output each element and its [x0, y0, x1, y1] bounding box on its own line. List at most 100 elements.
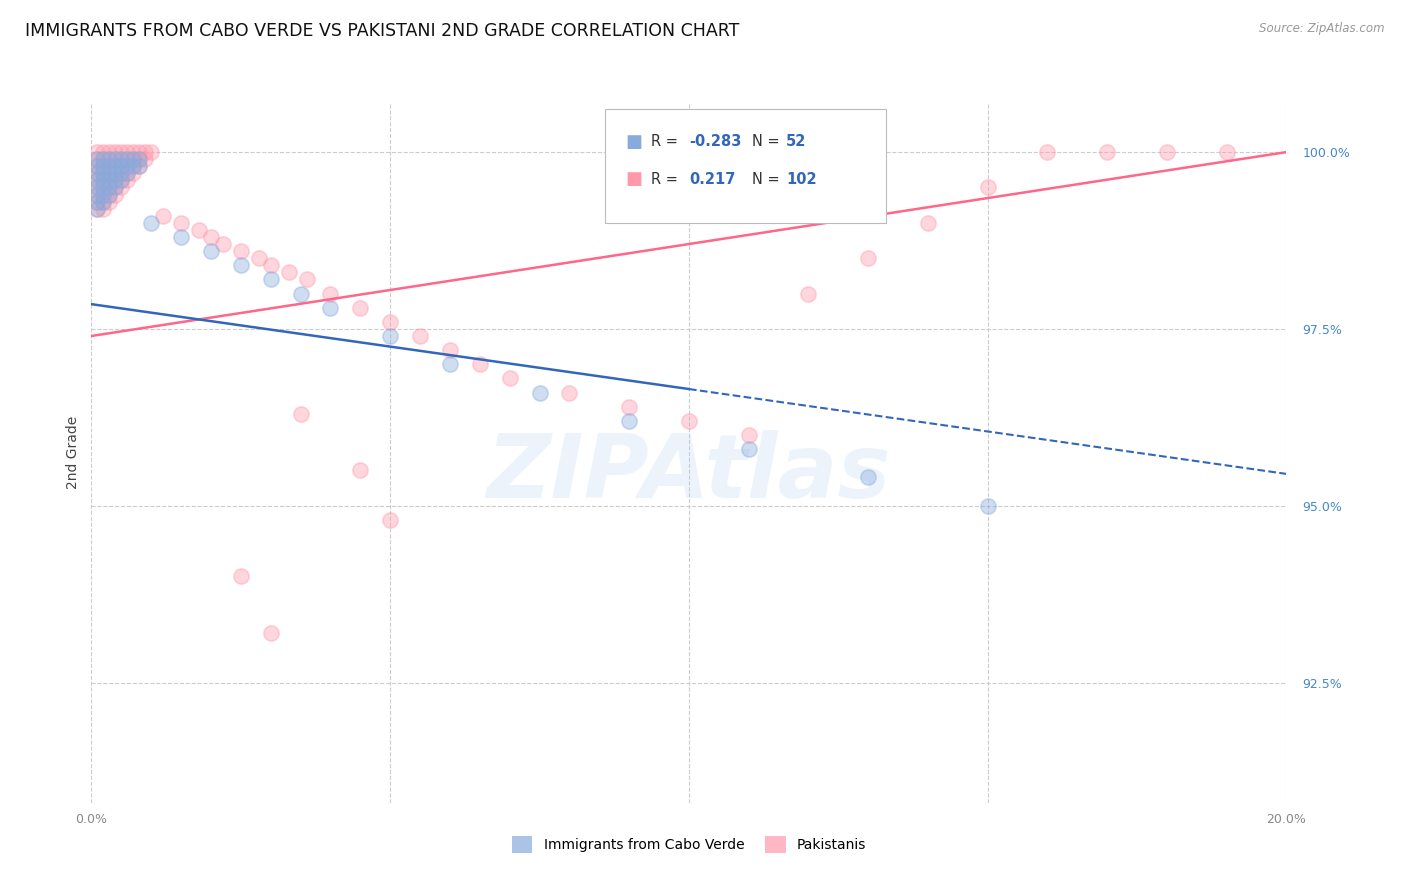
- Point: [104, 152, 127, 166]
- Point: [128, 152, 150, 166]
- Text: 52: 52: [786, 135, 806, 149]
- Point: [295, 272, 318, 286]
- Point: [110, 180, 132, 194]
- Text: N =: N =: [752, 172, 785, 186]
- Point: [141, 216, 163, 230]
- Point: [104, 159, 127, 173]
- Point: [619, 400, 641, 414]
- Point: [319, 286, 342, 301]
- Point: [98, 173, 121, 187]
- Point: [86, 202, 108, 216]
- Point: [1216, 145, 1239, 160]
- Legend: Immigrants from Cabo Verde, Pakistanis: Immigrants from Cabo Verde, Pakistanis: [506, 830, 872, 859]
- Point: [409, 329, 432, 343]
- Point: [380, 329, 402, 343]
- Point: [86, 159, 108, 173]
- Point: [1156, 145, 1178, 160]
- Point: [122, 166, 145, 180]
- Point: [115, 166, 138, 180]
- Point: [529, 385, 551, 400]
- Point: [86, 173, 108, 187]
- Point: [86, 159, 108, 173]
- Point: [115, 159, 138, 173]
- Point: [152, 209, 174, 223]
- Point: [115, 152, 138, 166]
- Point: [247, 251, 270, 265]
- Point: [737, 442, 759, 457]
- Text: 0.217: 0.217: [689, 172, 735, 186]
- Point: [110, 159, 132, 173]
- Point: [211, 237, 233, 252]
- Point: [619, 414, 641, 428]
- Text: R =: R =: [651, 135, 682, 149]
- Point: [93, 180, 115, 194]
- Point: [1097, 145, 1119, 160]
- Point: [93, 173, 115, 187]
- Point: [98, 152, 121, 166]
- Point: [86, 180, 108, 194]
- Point: [86, 173, 108, 187]
- Point: [1036, 145, 1059, 160]
- Point: [141, 145, 163, 160]
- Point: [98, 180, 121, 194]
- Point: [93, 145, 115, 160]
- Text: IMMIGRANTS FROM CABO VERDE VS PAKISTANI 2ND GRADE CORRELATION CHART: IMMIGRANTS FROM CABO VERDE VS PAKISTANI …: [25, 22, 740, 40]
- Point: [98, 187, 121, 202]
- Point: [678, 414, 700, 428]
- Point: [98, 194, 121, 209]
- Point: [349, 463, 371, 477]
- Point: [122, 159, 145, 173]
- Point: [128, 145, 150, 160]
- Point: [122, 159, 145, 173]
- Point: [128, 159, 150, 173]
- Point: [229, 244, 252, 259]
- Point: [110, 152, 132, 166]
- Point: [128, 159, 150, 173]
- Point: [93, 159, 115, 173]
- Point: [86, 180, 108, 194]
- Point: [229, 258, 252, 272]
- Point: [93, 152, 115, 166]
- Text: ■: ■: [626, 133, 643, 151]
- Text: ZIPAtlas: ZIPAtlas: [486, 430, 891, 517]
- Point: [104, 145, 127, 160]
- Point: [259, 258, 281, 272]
- Point: [128, 152, 150, 166]
- Point: [858, 470, 880, 484]
- Point: [110, 173, 132, 187]
- Point: [122, 152, 145, 166]
- Point: [110, 166, 132, 180]
- Point: [98, 159, 121, 173]
- Point: [558, 385, 581, 400]
- Point: [93, 166, 115, 180]
- Point: [115, 166, 138, 180]
- Point: [104, 173, 127, 187]
- Point: [104, 180, 127, 194]
- Point: [104, 180, 127, 194]
- Point: [229, 569, 252, 583]
- Point: [115, 152, 138, 166]
- Y-axis label: 2nd Grade: 2nd Grade: [66, 416, 80, 490]
- Point: [170, 216, 193, 230]
- Point: [134, 152, 156, 166]
- Point: [917, 216, 939, 230]
- Point: [259, 272, 281, 286]
- Text: -0.283: -0.283: [689, 135, 741, 149]
- Point: [86, 194, 108, 209]
- Point: [290, 407, 312, 421]
- Point: [98, 152, 121, 166]
- Point: [797, 286, 820, 301]
- Text: N =: N =: [752, 135, 785, 149]
- Point: [115, 159, 138, 173]
- Point: [104, 166, 127, 180]
- Point: [86, 166, 108, 180]
- Text: ■: ■: [626, 170, 643, 188]
- Point: [98, 173, 121, 187]
- Text: 102: 102: [786, 172, 817, 186]
- Point: [104, 187, 127, 202]
- Point: [976, 180, 998, 194]
- Point: [439, 343, 461, 358]
- Point: [93, 194, 115, 209]
- Point: [976, 499, 998, 513]
- Point: [737, 428, 759, 442]
